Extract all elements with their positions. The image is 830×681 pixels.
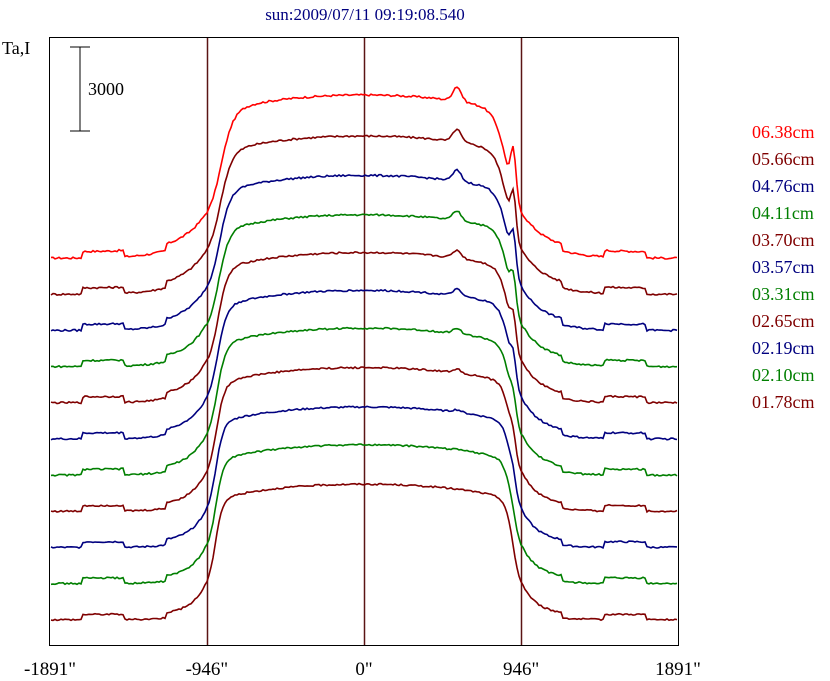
legend-entry-02.19cm: 02.19cm (752, 338, 815, 358)
legend-entry-03.31cm: 03.31cm (752, 284, 815, 304)
legend-entry-06.38cm: 06.38cm (752, 122, 815, 142)
legend-entry-05.66cm: 05.66cm (752, 149, 815, 169)
scale-bar: 3000 (70, 46, 124, 132)
legend-entry-02.10cm: 02.10cm (752, 365, 815, 385)
series-line-02.65cm (50, 366, 678, 514)
series-line-04.76cm (50, 168, 678, 333)
legend: 06.38cm 05.66cm 04.76cm 04.11cm 03.70cm 03.57… (752, 122, 815, 412)
series-line-01.78cm (50, 482, 678, 622)
legend-entry-03.57cm: 03.57cm (752, 257, 815, 277)
series-layer (50, 86, 678, 622)
plot-frame (49, 37, 679, 646)
series-line-03.70cm (50, 249, 678, 405)
series-line-06.38cm (50, 86, 678, 260)
x-tick-labels: -1891" -946" 0" 946" 1891" (24, 659, 701, 680)
legend-entry-03.70cm: 03.70cm (752, 230, 815, 250)
x-tick-label-2: 0" (355, 659, 372, 680)
reference-lines (206, 38, 523, 645)
legend-entry-02.65cm: 02.65cm (752, 311, 815, 331)
series-line-05.66cm (50, 128, 678, 296)
legend-entry-04.76cm: 04.76cm (752, 176, 815, 196)
x-tick-label-3: 946" (503, 659, 539, 680)
x-tick-label-1: -946" (186, 659, 229, 680)
series-line-04.11cm (50, 210, 678, 369)
series-line-03.57cm (50, 287, 678, 441)
scale-bar-label: 3000 (88, 79, 124, 99)
legend-entry-01.78cm: 01.78cm (752, 392, 815, 412)
series-line-02.19cm (50, 405, 678, 550)
x-tick-label-4: 1891" (655, 659, 701, 680)
y-axis-label: Ta,I (2, 38, 30, 58)
chart-title: sun:2009/07/11 09:19:08.540 (265, 5, 465, 24)
series-line-02.10cm (50, 443, 678, 586)
x-tick-label-0: -1891" (24, 659, 76, 680)
legend-entry-04.11cm: 04.11cm (752, 203, 814, 223)
series-line-03.31cm (50, 326, 678, 477)
